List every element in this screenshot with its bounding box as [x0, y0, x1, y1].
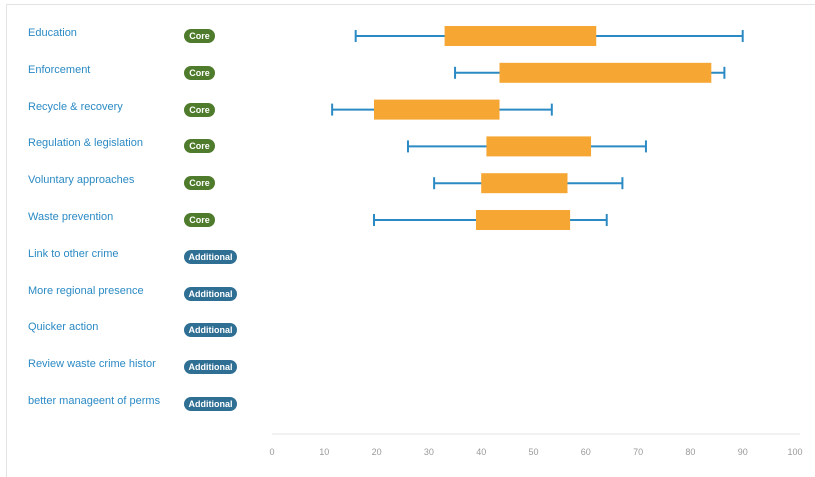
- additional-badge: Additional: [184, 286, 237, 301]
- x-tick-label: 20: [372, 447, 382, 457]
- x-tick-label: 50: [528, 447, 538, 457]
- additional-badge: Additional: [184, 249, 237, 264]
- iqr-box: [373, 99, 500, 120]
- x-tick-label: 0: [269, 447, 274, 457]
- row-label[interactable]: Recycle & recovery: [28, 100, 123, 113]
- row-label[interactable]: better manageent of perms: [28, 395, 161, 407]
- chart-frame: [6, 4, 815, 477]
- x-tick-label: 60: [581, 447, 591, 457]
- additional-badge: Additional: [184, 397, 237, 411]
- row-label[interactable]: Review waste crime histor: [28, 358, 156, 371]
- core-badge: Core: [184, 139, 215, 154]
- row-label[interactable]: Enforcement: [28, 63, 91, 76]
- row-label[interactable]: Regulation & legislation: [28, 137, 143, 150]
- x-tick-label: 90: [738, 447, 748, 457]
- core-badge: Core: [184, 65, 215, 80]
- row-label[interactable]: More regional presence: [28, 284, 144, 297]
- x-tick-label: 70: [633, 447, 643, 457]
- row-label[interactable]: Quicker action: [28, 321, 99, 334]
- core-badge: Core: [184, 213, 215, 227]
- core-badge: Core: [184, 29, 215, 43]
- x-tick-label: 80: [685, 447, 695, 457]
- core-badge: Core: [184, 176, 215, 191]
- x-tick-label: 30: [424, 447, 434, 457]
- additional-badge: Additional: [184, 360, 237, 375]
- iqr-box: [481, 173, 568, 194]
- row-label[interactable]: Education: [28, 27, 77, 39]
- iqr-box: [486, 136, 592, 157]
- row-label[interactable]: Waste prevention: [28, 211, 114, 223]
- iqr-box: [444, 26, 597, 46]
- x-tick-label: 100: [787, 447, 802, 457]
- iqr-box: [499, 62, 712, 83]
- x-tick-label: 10: [319, 447, 329, 457]
- row-label[interactable]: Voluntary approaches: [28, 174, 135, 187]
- x-tick-label: 40: [476, 447, 486, 457]
- core-badge: Core: [184, 102, 215, 117]
- iqr-box: [475, 210, 571, 230]
- row-label[interactable]: Link to other crime: [28, 247, 119, 260]
- additional-badge: Additional: [184, 323, 237, 338]
